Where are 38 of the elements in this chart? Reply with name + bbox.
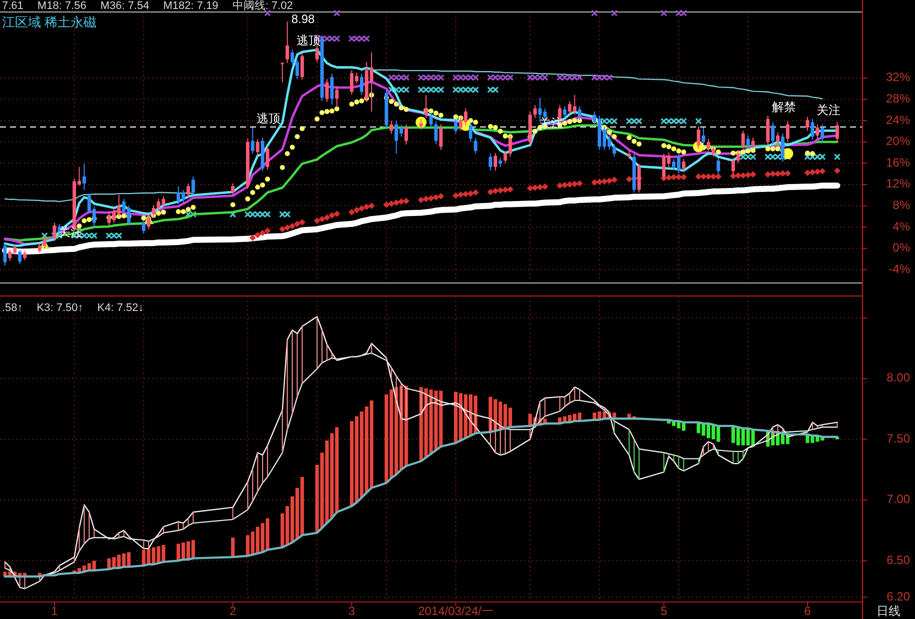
text: M36: 7.54: [100, 0, 150, 12]
y-tick-label: 28%: [886, 91, 910, 106]
y-tick-label: 32%: [886, 70, 910, 84]
annotation: 逃顶: [256, 112, 281, 126]
y-tick-label: 8.00: [886, 370, 910, 385]
x-tick-label: 2: [229, 604, 236, 618]
y-tick-label: 7.00: [886, 492, 910, 506]
y-tick-label: 7.50: [886, 431, 910, 446]
x-tick-label: 2014/03/24/一: [418, 604, 494, 618]
annotation: 解禁: [772, 100, 796, 114]
x-tick-label: 3: [348, 604, 356, 618]
x-tick-label: 5: [660, 604, 668, 618]
y-tick-label: 24%: [886, 112, 910, 127]
annotation: .58↑: [2, 302, 23, 314]
x-tick-label: 6: [804, 604, 812, 618]
y-tick-label: 6.50: [886, 552, 910, 567]
annotation: 逃顶: [296, 33, 320, 48]
annotation: K3: 7.50↑: [36, 302, 84, 314]
x-axis-title: 日线: [876, 604, 900, 618]
text: M182: 7.19: [163, 0, 218, 12]
text: M18: 7.56: [37, 0, 86, 12]
annotation: K4: 7.52↓: [97, 302, 144, 314]
annotation: 关注: [58, 225, 82, 240]
x-tick-label: 1: [51, 604, 58, 618]
y-tick-label: 12%: [886, 176, 910, 191]
y-tick-label: 4%: [892, 219, 910, 234]
annotation: 8.98: [291, 12, 316, 26]
y-tick-label: 6.20: [886, 589, 910, 604]
annotation: 关注: [816, 103, 840, 118]
annotation: 关注: [539, 116, 564, 130]
y-tick-label: 0%: [892, 240, 910, 255]
y-tick-label: 8%: [892, 198, 910, 212]
y-tick-label: 16%: [886, 155, 910, 170]
text: 中阈线: 7.02: [232, 0, 293, 12]
chart-title: 江区域 稀土永磁: [2, 14, 97, 30]
y-tick-label: -4%: [888, 262, 910, 276]
text: 7.61: [2, 0, 24, 12]
y-tick-label: 20%: [886, 134, 910, 148]
